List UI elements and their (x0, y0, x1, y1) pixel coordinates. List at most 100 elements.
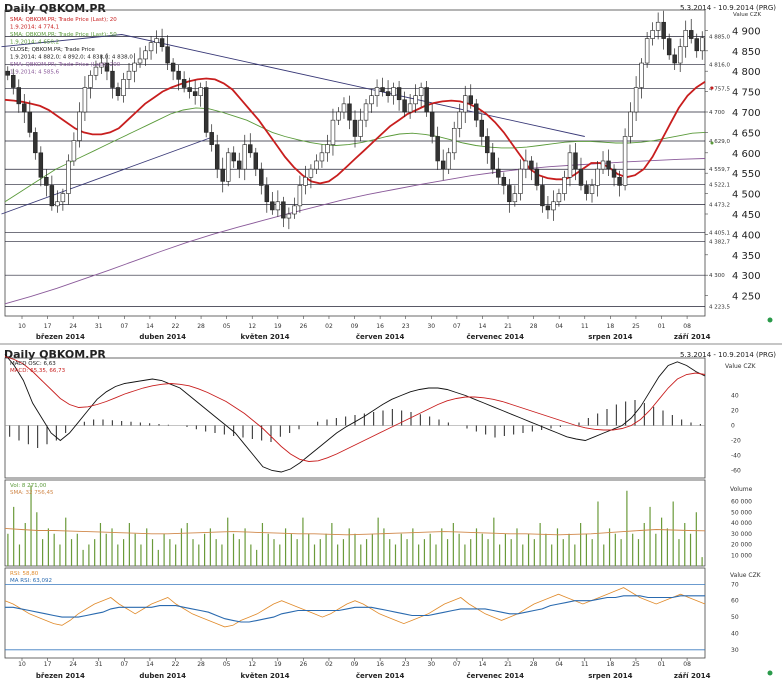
lower-x-tick-label: 26 (300, 661, 308, 668)
candle (253, 147, 259, 177)
candle-body (688, 30, 694, 39)
lower-x-tick-label: 07 (453, 661, 461, 668)
candle (308, 164, 314, 189)
candle-body (330, 119, 336, 145)
lower-x-tick-label: 23 (402, 661, 410, 668)
candle-body (60, 193, 66, 203)
candle-body (556, 193, 562, 203)
candle (363, 98, 369, 128)
candle (170, 58, 176, 81)
candle-body (154, 38, 159, 43)
lower-x-tick-label: 04 (555, 661, 563, 668)
lower-x-tick-label: 05 (223, 661, 231, 668)
candle (700, 31, 705, 60)
candle (391, 82, 396, 105)
candle (115, 82, 121, 101)
x-tick-label: 10 (18, 323, 26, 330)
candle-body (55, 201, 60, 207)
legend-rsi-ma: MA RSI: 63,092 (10, 578, 52, 584)
hline-label: 4 473,2 (709, 203, 730, 209)
candle-body (655, 21, 661, 31)
sma20-end-marker (710, 86, 714, 90)
y-tick-label: 4 450 (732, 210, 761, 221)
candle-body (562, 176, 567, 194)
candle-body (440, 160, 446, 170)
candle (330, 108, 336, 156)
candle (468, 84, 473, 109)
candle (292, 197, 297, 219)
candle (347, 95, 352, 130)
x-tick-label: 28 (197, 323, 205, 330)
candle-body (99, 62, 104, 68)
candle (611, 164, 617, 187)
candle-body (292, 205, 297, 215)
candle-body (270, 201, 275, 211)
candle-body (341, 103, 347, 113)
candle-body (540, 185, 545, 207)
candle-body (694, 38, 699, 52)
candle-body (677, 46, 683, 64)
candle-body (5, 70, 10, 76)
rsi-axis-label: Value CZK (730, 572, 762, 579)
legend-volume: Vol: 8 271,00 (10, 483, 47, 489)
candle (352, 110, 358, 148)
candle (82, 76, 88, 121)
candle (16, 79, 22, 113)
candle-body (225, 152, 231, 182)
candle-body (22, 103, 27, 113)
legend-entry: SMA: QBKOM.PR; Trade Price (Last); 20 (10, 17, 117, 23)
candle (562, 170, 567, 201)
candle-body (369, 95, 374, 105)
lower-x-tick-label: 16 (376, 661, 384, 668)
lower-date-range: 5.3.2014 - 10.9.2014 (PRG) (680, 351, 776, 359)
candle (402, 91, 407, 117)
x-tick-label: 31 (95, 323, 103, 330)
candle-body (187, 87, 192, 92)
candle-body (93, 66, 99, 76)
legend-rsi: RSI: 58,80 (10, 571, 39, 577)
candle-body (457, 111, 462, 129)
macd-y-label: 40 (731, 393, 739, 400)
candle (264, 177, 270, 213)
candle (440, 149, 446, 181)
hline-label: 4 405,1 (709, 230, 730, 236)
candle-body (308, 168, 314, 178)
candle (341, 97, 347, 119)
x-tick-label: 25 (632, 323, 640, 330)
candle (556, 188, 562, 207)
candle-body (600, 160, 606, 170)
volume-y-label: 30 000 (731, 531, 752, 538)
candle-body (259, 168, 264, 186)
hline-label: 4 559,7 (709, 167, 730, 173)
candle (534, 162, 540, 191)
x-tick-label: 14 (146, 323, 154, 330)
candle (512, 185, 518, 207)
candle-body (666, 38, 672, 56)
x-tick-label: 04 (555, 323, 563, 330)
lower-x-tick-label: 09 (351, 661, 359, 668)
volume-y-label: 20 000 (731, 542, 752, 549)
hline-label: 4 816,0 (709, 63, 730, 69)
candle-body (479, 119, 485, 137)
candle-body (496, 168, 501, 178)
candle (270, 191, 275, 215)
legend-entry: SMA: QBKOM.PR; Trade Price (Last); 50 (10, 32, 117, 38)
candle (77, 102, 82, 148)
volume-axis-label: Volume (730, 486, 753, 493)
legend-entry: SMA: QBKOM.PR; Trade Price (Last); 200 (10, 62, 121, 68)
candle-body (275, 201, 281, 211)
candle-body (534, 168, 540, 186)
candle-body (474, 103, 479, 121)
candle-body (661, 21, 666, 39)
candle (385, 80, 391, 103)
candle (617, 170, 622, 197)
candle-body (551, 201, 556, 211)
candle-body (545, 205, 551, 211)
candle-body (49, 185, 55, 207)
candle (490, 143, 496, 175)
candle (622, 128, 628, 191)
trendline-lower (1, 136, 215, 215)
macd-signal-line (4, 356, 706, 462)
candle-body (220, 168, 225, 182)
x-tick-label: 23 (402, 323, 410, 330)
